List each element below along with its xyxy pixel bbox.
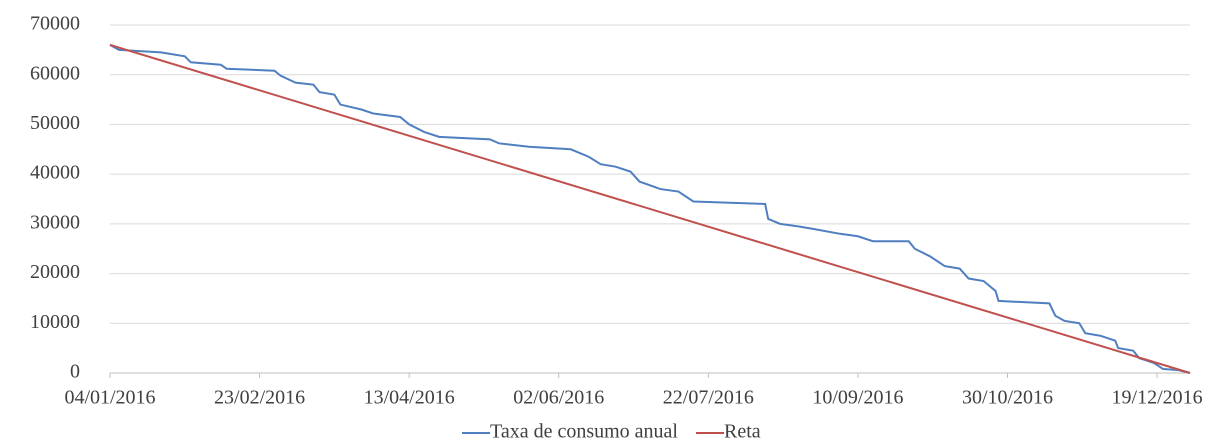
legend-label: Taxa de consumo anual <box>490 421 678 443</box>
y-tick-label: 0 <box>70 361 80 383</box>
y-tick-label: 30000 <box>30 211 80 233</box>
y-tick-label: 10000 <box>30 311 80 333</box>
x-tick-label: 04/01/2016 <box>64 387 155 409</box>
x-tick-label: 23/02/2016 <box>214 387 305 409</box>
y-tick-label: 40000 <box>30 162 80 184</box>
x-tick-label: 22/07/2016 <box>663 387 754 409</box>
y-tick-label: 70000 <box>30 13 80 35</box>
legend-label: Reta <box>724 421 761 443</box>
line-series <box>109 43 1191 374</box>
x-tick-label: 19/12/2016 <box>1112 387 1203 409</box>
y-tick-label: 60000 <box>30 62 80 84</box>
x-tick-label: 10/09/2016 <box>812 387 903 409</box>
line-series <box>109 44 1191 374</box>
x-tick-label: 13/04/2016 <box>364 387 455 409</box>
x-tick-label: 02/06/2016 <box>513 387 604 409</box>
y-tick-label: 50000 <box>30 112 80 134</box>
y-tick-label: 20000 <box>30 261 80 283</box>
x-tick-label: 30/10/2016 <box>962 387 1053 409</box>
